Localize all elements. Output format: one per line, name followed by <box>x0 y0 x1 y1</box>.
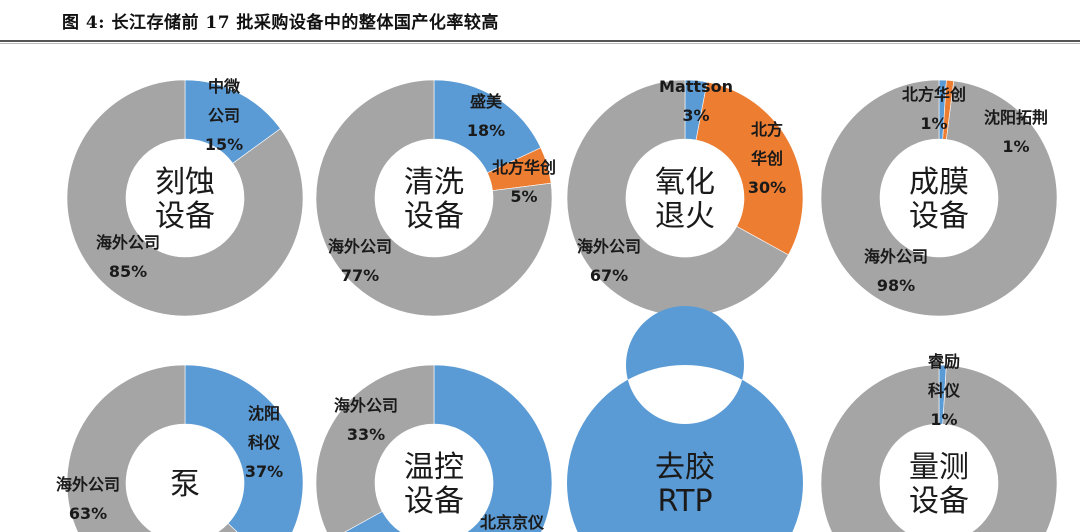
donut-center-label: 去胶 <box>655 450 715 485</box>
slice-data-label: 18% <box>467 121 505 140</box>
title-rule-thin <box>0 43 1080 44</box>
slice-data-label: 海外公司 <box>96 233 160 252</box>
slice-data-label: 63% <box>69 504 107 523</box>
slice-data-label: 海外公司 <box>334 396 398 415</box>
donut-center-label: RTP <box>657 484 712 519</box>
slice-data-label: 科仪 <box>248 433 281 452</box>
donut-slice <box>66 79 304 317</box>
donut-center-label: 设备 <box>909 484 969 519</box>
slice-data-label: 北方华创 <box>902 85 966 104</box>
figure-title: 图 4: 长江存储前 17 批采购设备中的整体国产化率较高 <box>62 13 499 33</box>
donut-center-label: 量测 <box>909 450 969 485</box>
slice-data-label: 3% <box>682 106 709 125</box>
donut-center-label: 退火 <box>655 199 715 234</box>
slice-data-label: 中微 <box>208 77 241 96</box>
donut-center-label: 温控 <box>404 450 464 485</box>
slice-data-label: 沈阳拓荆 <box>984 108 1048 127</box>
slice-data-label: 华创 <box>751 149 783 168</box>
slice-data-label: 北方华创 <box>492 158 556 177</box>
donut-center-label: 氧化 <box>655 165 715 200</box>
slice-data-label: 37% <box>245 462 283 481</box>
donut-center-label: 设备 <box>909 199 969 234</box>
donut-center-label: 设备 <box>404 484 464 519</box>
slice-data-label: 盛美 <box>470 92 503 111</box>
donut-slice <box>344 364 553 532</box>
slice-data-label: 1% <box>1002 137 1029 156</box>
donut-center-label: 成膜 <box>909 165 969 200</box>
donut-slice <box>184 364 304 532</box>
slice-data-label: 5% <box>510 187 537 206</box>
slice-data-label: 77% <box>341 266 379 285</box>
donut-center-label: 清洗 <box>404 165 464 200</box>
slice-data-label: 沈阳 <box>248 404 280 423</box>
slice-data-label: 北京京仪 <box>480 513 545 532</box>
slice-data-label: 1% <box>920 114 947 133</box>
slice-data-label: 科仪 <box>928 381 961 400</box>
slice-data-label: 海外公司 <box>328 237 392 256</box>
title-rule <box>0 40 1080 42</box>
donut-center-label: 刻蚀 <box>155 165 215 200</box>
donut-slice <box>315 79 553 317</box>
donut-slice <box>820 364 1058 532</box>
slice-data-label: 15% <box>205 135 243 154</box>
donut-slice <box>66 364 238 532</box>
slice-data-label: Mattson <box>659 77 733 96</box>
donut-center-label: 设备 <box>404 199 464 234</box>
donut-slice <box>820 79 1058 317</box>
slice-data-label: 海外公司 <box>864 247 928 266</box>
slice-data-label: 33% <box>347 425 385 444</box>
slice-data-label: 海外公司 <box>577 237 641 256</box>
donut-slice <box>315 364 435 532</box>
slice-data-label: 北方 <box>751 120 783 139</box>
donut-slice <box>567 306 803 532</box>
slice-data-label: 海外公司 <box>56 475 120 494</box>
slice-data-label: 睿励 <box>928 352 960 371</box>
slice-data-label: 公司 <box>208 106 240 125</box>
donut-center-label: 设备 <box>155 199 215 234</box>
slice-data-label: 1% <box>930 410 957 429</box>
slice-data-label: 67% <box>590 266 628 285</box>
donut-slice <box>695 81 804 256</box>
slice-data-label: 30% <box>748 178 786 197</box>
donut-center-label: 泵 <box>170 467 200 502</box>
slice-data-label: 85% <box>109 262 147 281</box>
slice-data-label: 98% <box>877 276 915 295</box>
